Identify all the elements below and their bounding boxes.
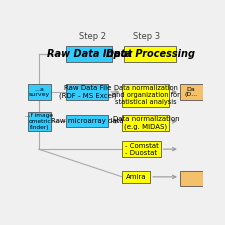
Text: Data normalization
(e.g. MIDAS): Data normalization (e.g. MIDAS) — [112, 116, 179, 130]
FancyBboxPatch shape — [122, 115, 169, 131]
Text: Da
(D...: Da (D... — [184, 87, 198, 97]
FancyBboxPatch shape — [124, 46, 176, 62]
Text: Step 3: Step 3 — [133, 32, 160, 41]
FancyBboxPatch shape — [67, 84, 108, 100]
Text: Raw Data Input: Raw Data Input — [47, 49, 132, 59]
FancyBboxPatch shape — [122, 141, 161, 157]
FancyBboxPatch shape — [180, 171, 202, 186]
FancyBboxPatch shape — [122, 84, 169, 107]
Text: Step 2: Step 2 — [79, 32, 106, 41]
Text: ...f image
ometric
finder): ...f image ometric finder) — [25, 113, 54, 130]
Text: ...a
survey: ...a survey — [29, 87, 50, 97]
Text: Amira: Amira — [126, 174, 146, 180]
FancyBboxPatch shape — [180, 84, 202, 100]
Text: Data Processing: Data Processing — [106, 49, 195, 59]
FancyBboxPatch shape — [67, 46, 112, 62]
Text: Raw microarray data: Raw microarray data — [51, 118, 124, 124]
Text: Raw Data File
(RDF - MS Excel): Raw Data File (RDF - MS Excel) — [58, 85, 116, 99]
FancyBboxPatch shape — [28, 84, 51, 100]
FancyBboxPatch shape — [67, 115, 108, 128]
Text: Data normalization
and organization for
statistical analysis: Data normalization and organization for … — [112, 86, 180, 106]
FancyBboxPatch shape — [28, 112, 51, 131]
Text: - Comstat
- Duostat: - Comstat - Duostat — [124, 143, 158, 156]
FancyBboxPatch shape — [122, 171, 150, 183]
